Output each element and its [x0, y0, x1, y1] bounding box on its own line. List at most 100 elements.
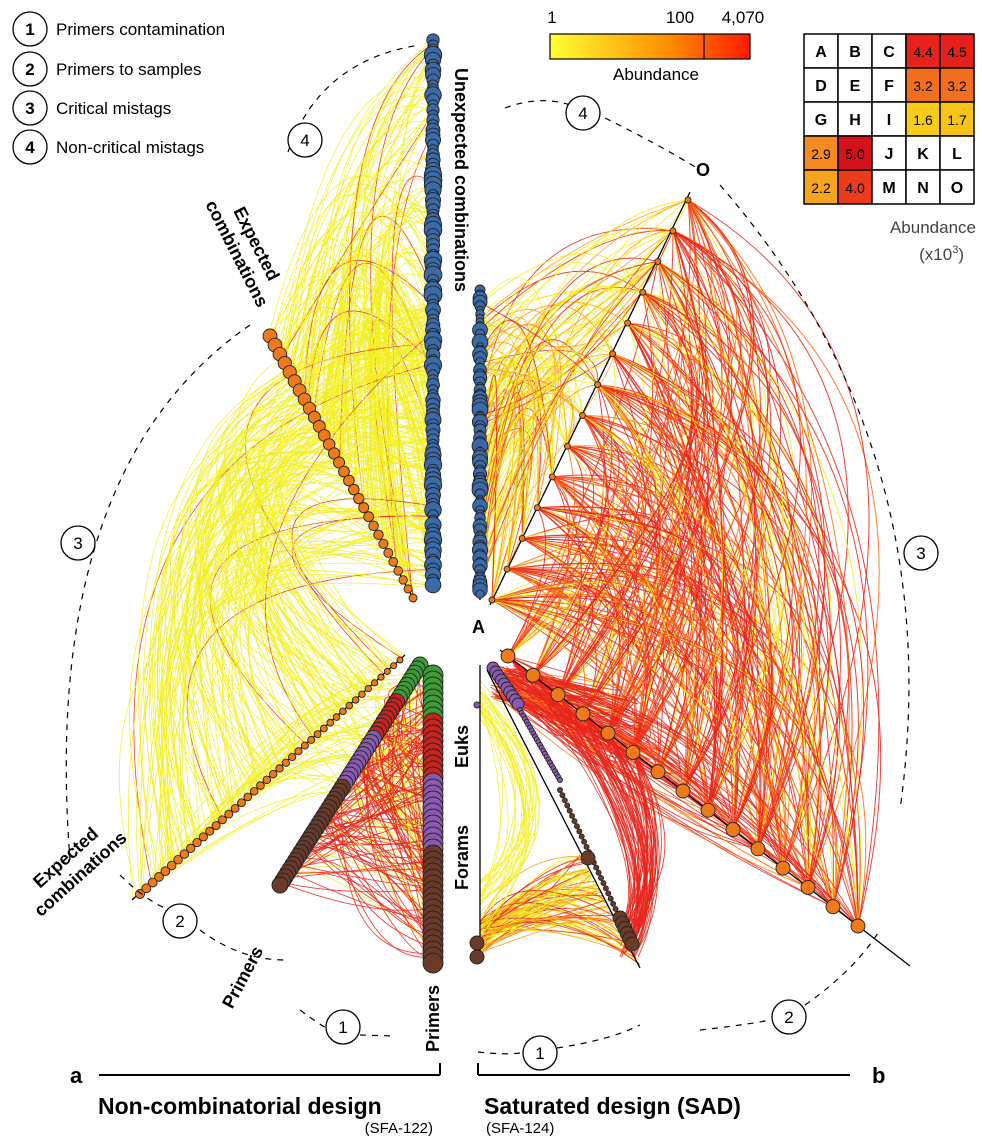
edge — [207, 396, 434, 785]
edge — [479, 872, 591, 933]
svg-text:F: F — [884, 78, 894, 95]
svg-text:N: N — [917, 180, 929, 197]
expected-node — [363, 511, 375, 523]
expected-node — [186, 843, 196, 853]
edge — [479, 261, 658, 498]
edge — [479, 355, 538, 508]
grid-cell: O — [939, 169, 975, 205]
primer-node — [598, 874, 604, 881]
edge — [623, 752, 656, 932]
edge — [279, 881, 434, 893]
edge — [342, 82, 434, 469]
edge — [229, 742, 434, 876]
edge — [479, 861, 584, 938]
svg-text:H: H — [849, 112, 861, 129]
edge — [319, 821, 434, 864]
label-euks: Euks — [452, 725, 472, 768]
expected-node — [300, 741, 309, 750]
svg-text:4: 4 — [578, 104, 587, 123]
edge — [521, 538, 660, 772]
edge — [317, 95, 434, 424]
expected-node — [654, 258, 662, 265]
svg-text:G: G — [815, 112, 827, 129]
arc-4-b — [504, 100, 571, 109]
grid-caption-2: (x103) — [919, 244, 964, 264]
edge — [199, 347, 434, 802]
edge — [310, 125, 434, 411]
svg-text:1: 1 — [25, 20, 34, 39]
expected-node — [383, 667, 391, 675]
edge — [164, 318, 434, 825]
edge — [612, 353, 780, 830]
edge — [218, 526, 434, 729]
edge — [479, 199, 689, 352]
arc-marker-b-2: 2 — [771, 999, 807, 1035]
primer-node — [578, 833, 585, 840]
edge — [369, 191, 434, 530]
abundance-grid: A B C 4.4 4.5 D E F 3.2 3.2 G H I 1.6 1.7 2.9 5.0 J K L 2.2 4… — [803, 33, 975, 205]
edge — [507, 199, 712, 657]
svg-text:3: 3 — [916, 544, 925, 563]
edge — [582, 713, 657, 946]
edge — [479, 708, 530, 931]
edge — [532, 674, 653, 923]
panel-b-subtitle: (SFA-124) — [486, 1120, 554, 1137]
primer-node — [469, 935, 485, 951]
svg-text:I: I — [887, 112, 891, 129]
edge — [522, 537, 787, 869]
primer-node — [581, 838, 588, 845]
primer-node — [557, 787, 563, 793]
panel-a-subtitle: (SFA-122) — [365, 1120, 433, 1137]
label-forams: Forams — [452, 825, 472, 890]
edge — [582, 199, 752, 715]
edge — [247, 460, 434, 767]
expected-node — [675, 783, 691, 799]
expected-node — [198, 832, 208, 842]
edge — [672, 230, 724, 811]
edge — [632, 230, 769, 753]
expected-node — [326, 718, 335, 727]
edge — [352, 265, 434, 515]
forams-node — [557, 777, 563, 783]
expected-node — [147, 877, 158, 888]
edge — [479, 874, 591, 953]
edge — [169, 480, 434, 816]
svg-text:D: D — [815, 78, 827, 95]
edge — [182, 550, 434, 788]
edge — [632, 291, 751, 753]
expected-node — [237, 798, 246, 808]
edge — [491, 599, 659, 772]
edge — [479, 261, 659, 575]
edge — [330, 804, 434, 958]
grid-cell: L — [939, 135, 975, 171]
edge — [257, 363, 434, 656]
edge — [552, 476, 834, 907]
grid-cell: 4.0 — [837, 169, 873, 205]
edge — [365, 748, 434, 930]
edge — [479, 706, 532, 891]
legend-item-3: 3 Critical mistags — [12, 90, 171, 126]
edge — [260, 411, 434, 721]
expected-node — [320, 724, 328, 733]
edge — [557, 694, 640, 937]
expected-node — [343, 474, 355, 487]
edge — [479, 680, 528, 906]
edge — [479, 257, 658, 593]
svg-text:3: 3 — [25, 99, 34, 118]
grid-cell: I — [871, 101, 907, 137]
edge — [479, 902, 631, 948]
edge — [642, 291, 853, 907]
colorbar-tick-100: 100 — [666, 8, 694, 27]
unexpected-node — [475, 589, 485, 599]
edge — [597, 384, 784, 869]
arc-4-b-b — [604, 117, 701, 171]
expected-node — [700, 802, 716, 818]
expected-node — [351, 696, 360, 704]
edge — [582, 414, 713, 753]
edge — [225, 383, 434, 691]
edge — [582, 713, 646, 933]
edge — [263, 316, 434, 702]
edge — [202, 442, 434, 754]
primer-node — [600, 880, 607, 887]
svg-text:4.0: 4.0 — [845, 180, 865, 196]
